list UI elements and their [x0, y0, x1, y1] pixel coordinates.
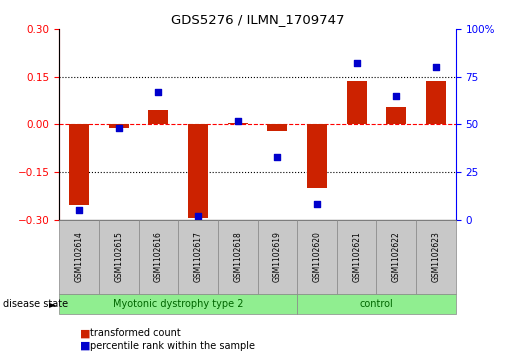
- Text: ►: ►: [49, 299, 57, 309]
- Point: [154, 89, 162, 95]
- Text: transformed count: transformed count: [90, 328, 181, 338]
- Bar: [109, 124, 129, 127]
- Text: GSM1102622: GSM1102622: [392, 232, 401, 282]
- Point: [75, 207, 83, 213]
- Point: [313, 201, 321, 207]
- Point: [392, 93, 401, 99]
- Point: [233, 118, 242, 123]
- Bar: [228, 123, 248, 124]
- Text: GSM1102617: GSM1102617: [194, 231, 202, 282]
- Bar: [148, 110, 168, 124]
- Bar: [69, 124, 89, 205]
- Text: GSM1102614: GSM1102614: [75, 231, 83, 282]
- Point: [352, 60, 360, 66]
- Text: percentile rank within the sample: percentile rank within the sample: [90, 340, 255, 351]
- Point: [194, 213, 202, 219]
- Bar: [386, 107, 406, 124]
- Text: disease state: disease state: [3, 299, 67, 309]
- Point: [273, 154, 281, 160]
- Bar: [307, 124, 327, 188]
- Text: GSM1102615: GSM1102615: [114, 231, 123, 282]
- Text: GSM1102618: GSM1102618: [233, 232, 242, 282]
- Title: GDS5276 / ILMN_1709747: GDS5276 / ILMN_1709747: [171, 13, 344, 26]
- Point: [114, 125, 123, 131]
- Text: GSM1102616: GSM1102616: [154, 231, 163, 282]
- Text: GSM1102621: GSM1102621: [352, 232, 361, 282]
- Bar: [426, 81, 446, 124]
- Bar: [267, 124, 287, 131]
- Text: GSM1102620: GSM1102620: [313, 231, 321, 282]
- Point: [432, 64, 440, 70]
- Bar: [347, 81, 367, 124]
- Bar: [188, 124, 208, 218]
- Text: GSM1102619: GSM1102619: [273, 231, 282, 282]
- Text: GSM1102623: GSM1102623: [432, 231, 440, 282]
- Text: Myotonic dystrophy type 2: Myotonic dystrophy type 2: [113, 299, 244, 309]
- Text: ■: ■: [80, 328, 90, 338]
- Text: control: control: [359, 299, 393, 309]
- Text: ■: ■: [80, 340, 90, 351]
